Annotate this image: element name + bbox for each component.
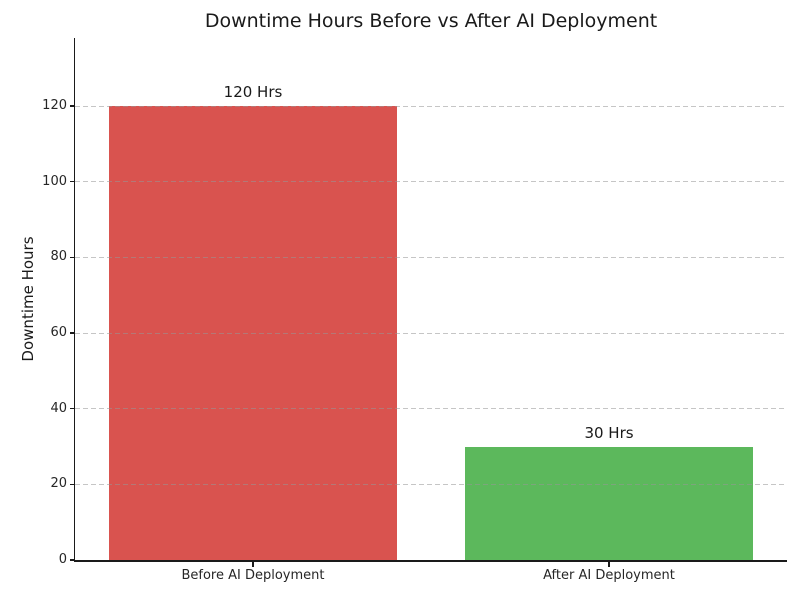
y-tick-label: 120 bbox=[42, 98, 67, 114]
y-tick-label: 20 bbox=[50, 476, 67, 492]
y-tick-label: 100 bbox=[42, 173, 67, 189]
gridline bbox=[75, 105, 787, 107]
gridline bbox=[75, 332, 787, 334]
y-tick-label: 0 bbox=[58, 552, 67, 567]
gridline bbox=[75, 256, 787, 258]
y-tick-label: 40 bbox=[50, 400, 67, 416]
gridline bbox=[75, 408, 787, 410]
y-tick-mark bbox=[70, 407, 75, 410]
bar-value-label: 30 Hrs bbox=[584, 423, 634, 442]
y-axis-spine bbox=[73, 38, 75, 562]
y-tick-label: 80 bbox=[50, 249, 67, 265]
x-tick-label: After AI Deployment bbox=[543, 568, 675, 583]
y-tick-mark bbox=[70, 180, 75, 183]
y-tick-mark bbox=[70, 559, 75, 561]
gridline bbox=[75, 483, 787, 485]
x-axis-spine bbox=[73, 560, 787, 562]
y-tick-mark bbox=[70, 105, 75, 107]
chart-title: Downtime Hours Before vs After AI Deploy… bbox=[204, 10, 658, 32]
gridline bbox=[75, 181, 787, 183]
x-tick-label: Before AI Deployment bbox=[181, 568, 325, 583]
y-tick-label: 60 bbox=[50, 325, 67, 341]
bar bbox=[465, 446, 753, 560]
y-tick-mark bbox=[70, 483, 75, 486]
x-tick-mark bbox=[608, 561, 610, 567]
y-tick-mark bbox=[70, 332, 75, 334]
x-tick-mark bbox=[252, 561, 254, 567]
y-tick-mark bbox=[70, 256, 75, 259]
bar-value-label: 120 Hrs bbox=[223, 83, 283, 102]
